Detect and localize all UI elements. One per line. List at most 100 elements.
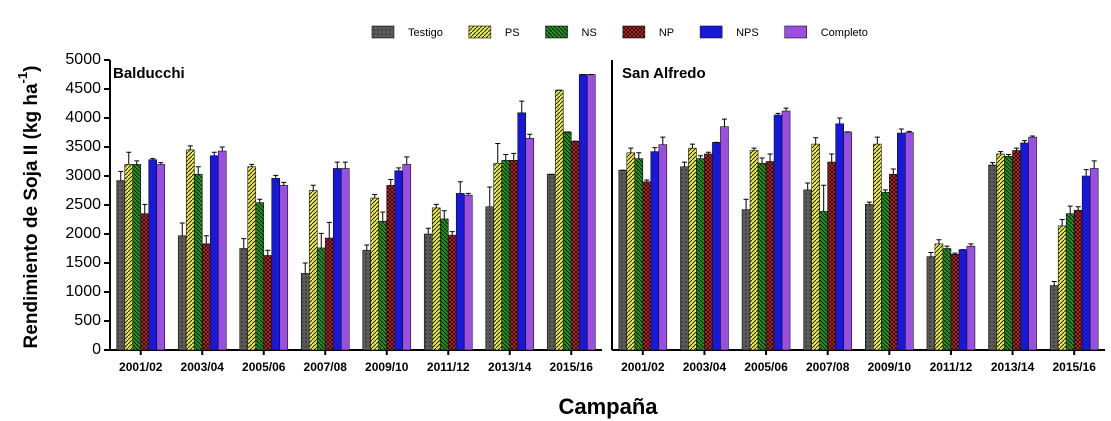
error-bar: [783, 107, 789, 112]
bar: [749, 150, 759, 351]
bar: [712, 142, 721, 351]
bar: [905, 132, 914, 351]
legend-label: Completo: [821, 27, 868, 39]
error-bar: [968, 243, 974, 247]
bar: [757, 162, 767, 351]
panel-title: Balducchi: [113, 65, 185, 82]
x-tick-label: 2003/04: [181, 360, 225, 374]
bar: [1057, 225, 1067, 351]
bar: [865, 204, 874, 351]
y-tick-label: 5000: [65, 51, 101, 68]
bar: [185, 149, 195, 351]
error-bar: [767, 153, 773, 162]
bar: [650, 151, 660, 351]
error-bar: [433, 203, 439, 208]
bar: [704, 153, 713, 351]
error-bar: [751, 147, 757, 151]
bar: [988, 164, 997, 351]
bar: [889, 173, 898, 351]
bar: [680, 166, 689, 351]
error-bar: [334, 161, 340, 169]
y-tick-label: 2500: [65, 196, 101, 213]
bar: [324, 237, 334, 351]
bar: [386, 184, 396, 351]
bar: [881, 191, 890, 351]
error-bar: [660, 136, 666, 145]
error-bar: [265, 249, 271, 256]
bar: [811, 143, 820, 351]
error-bar: [241, 238, 247, 249]
bar: [362, 249, 372, 351]
bar: [781, 110, 791, 351]
legend-label: NP: [659, 27, 674, 39]
bar: [570, 140, 580, 351]
error-bar: [805, 182, 811, 190]
x-tick-label: 2013/14: [488, 360, 532, 374]
x-tick-label: 2013/14: [991, 360, 1035, 374]
error-bar: [257, 198, 263, 203]
bar: [279, 184, 289, 351]
bar: [439, 218, 449, 351]
bar: [720, 126, 729, 351]
legend-swatch: [699, 25, 723, 39]
x-tick-label: 2011/12: [427, 360, 470, 374]
x-tick-label: 2011/12: [930, 360, 973, 374]
error-bar: [249, 163, 255, 167]
error-bar: [1083, 169, 1089, 176]
legend-label: NPS: [736, 27, 759, 39]
bar: [1049, 285, 1059, 351]
error-bar: [211, 151, 217, 156]
error-bar: [697, 155, 703, 159]
error-bar: [281, 181, 287, 186]
error-bar: [388, 178, 394, 186]
bar: [586, 74, 596, 351]
error-bar: [465, 192, 471, 196]
bar: [263, 255, 273, 351]
bar: [156, 164, 166, 351]
error-bar: [126, 151, 132, 165]
error-bar: [652, 147, 658, 152]
x-tick-label: 2015/16: [550, 360, 594, 374]
bar: [1073, 209, 1083, 351]
error-bar: [636, 152, 642, 159]
bar: [148, 159, 158, 351]
error-bar: [829, 153, 835, 163]
bar: [835, 123, 844, 351]
legend-swatch: [622, 25, 646, 39]
bar: [116, 180, 126, 351]
error-bar: [759, 157, 765, 164]
error-bar: [326, 221, 332, 239]
error-bar: [874, 136, 880, 145]
bar: [423, 233, 433, 351]
error-bar: [890, 168, 896, 175]
y-tick-label: 1000: [65, 283, 101, 300]
bar: [897, 132, 906, 351]
error-bar: [898, 128, 904, 134]
bar: [485, 206, 495, 351]
bar: [773, 114, 783, 351]
error-bar: [1075, 206, 1081, 211]
bar: [140, 213, 150, 351]
error-bar: [928, 252, 934, 257]
error-bar: [1091, 160, 1097, 169]
x-tick-label: 2005/06: [744, 360, 788, 374]
bar: [447, 234, 457, 351]
error-bar: [203, 235, 209, 244]
bar: [493, 162, 503, 351]
x-tick-label: 2009/10: [365, 360, 409, 374]
error-bar: [1014, 147, 1020, 151]
error-bar: [118, 170, 124, 181]
error-bar: [195, 166, 201, 175]
panel-title: San Alfredo: [622, 65, 706, 82]
error-bar: [936, 239, 942, 244]
legend-swatch: [545, 25, 568, 39]
bar: [431, 207, 441, 351]
error-bar: [318, 232, 324, 248]
y-tick-label: 0: [92, 341, 101, 358]
bar: [688, 147, 697, 351]
bar: [402, 164, 412, 351]
bar: [803, 189, 812, 351]
bar: [942, 248, 952, 351]
error-bar: [310, 184, 316, 191]
